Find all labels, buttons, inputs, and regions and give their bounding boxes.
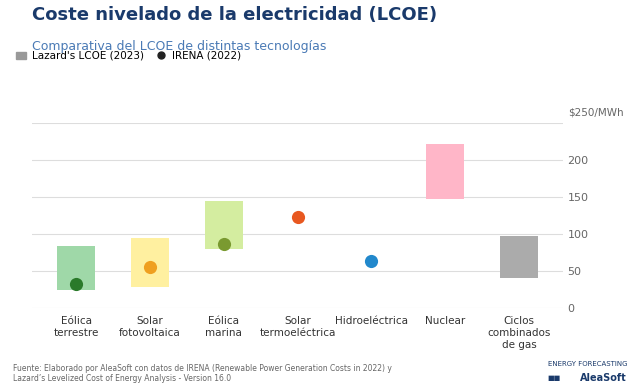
Text: $250/MWh: $250/MWh (568, 107, 624, 117)
Point (292, 214, 303, 220)
Text: Coste nivelado de la electricidad (LCOE): Coste nivelado de la electricidad (LCOE) (32, 6, 437, 24)
Bar (426, 144, 465, 199)
Text: ENERGY FORECASTING: ENERGY FORECASTING (548, 360, 627, 367)
Text: AleaSoft: AleaSoft (580, 373, 627, 383)
Bar (500, 236, 538, 278)
Point (366, 258, 376, 264)
Text: Fuente: Elaborado por AleaSoft con datos de IRENA (Renewable Power Generation Co: Fuente: Elaborado por AleaSoft con datos… (13, 364, 392, 383)
Legend: Lazard's LCOE (2023), IRENA (2022): Lazard's LCOE (2023), IRENA (2022) (16, 51, 241, 61)
Point (71, 281, 81, 288)
Bar (131, 238, 169, 287)
Text: Comparativa del LCOE de distintas tecnologías: Comparativa del LCOE de distintas tecnol… (32, 40, 326, 54)
Bar (205, 201, 243, 249)
Bar (57, 246, 95, 290)
Text: ■■: ■■ (547, 375, 561, 381)
Point (145, 264, 155, 270)
Point (219, 241, 229, 247)
